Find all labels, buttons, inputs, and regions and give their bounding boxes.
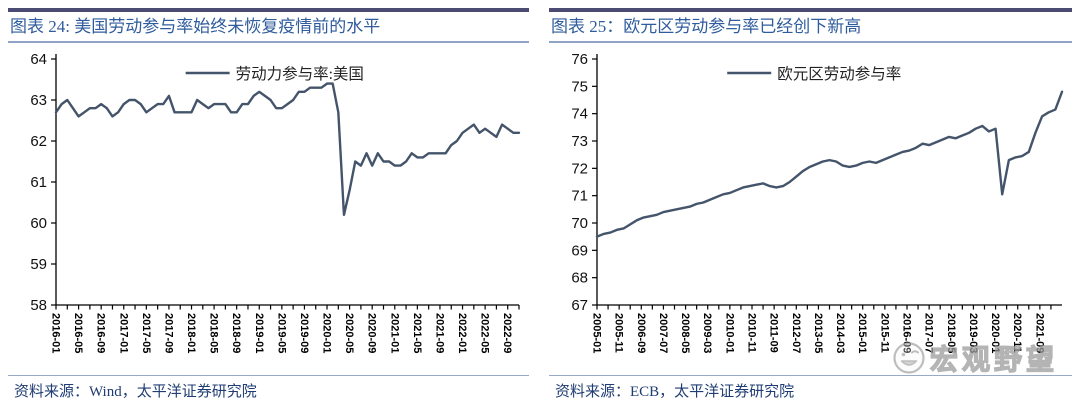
x-tick-label: 2017-05	[140, 313, 152, 353]
x-tick-label: 2022-05	[479, 313, 491, 353]
x-tick-label: 2021-01	[388, 313, 400, 353]
source-divider	[8, 375, 529, 376]
x-tick-label: 2020-01	[989, 313, 1001, 353]
x-tick-label: 2018-01	[185, 313, 197, 353]
plot-area: 67 68 69 70 71 72 73 74 75 76 2005-01 2005-11 2006-0…	[571, 51, 1064, 353]
y-tick-label: 58	[30, 297, 47, 314]
x-tick-label: 2010-01	[723, 313, 735, 353]
x-tick-label: 2009-03	[701, 313, 713, 353]
x-tick-label: 2015-11	[878, 313, 890, 353]
y-tick-label: 73	[571, 133, 588, 150]
x-tick-label: 2019-03	[967, 313, 979, 353]
x-tick-label: 2007-07	[657, 313, 669, 353]
figure-eurozone-labor-participation: 图表 25：欧元区劳动参与率已经创下新高 67 68 69 70 71 72 73 74 75 7…	[549, 8, 1072, 401]
y-tick-label: 74	[571, 106, 588, 123]
x-tick-label: 2019-05	[275, 313, 287, 353]
x-tick-label: 2017-01	[117, 313, 129, 353]
y-tick-label: 60	[30, 215, 47, 232]
x-tick-label: 2006-09	[635, 313, 647, 353]
figure-top-bar	[8, 8, 529, 12]
x-tick-label: 2016-09	[95, 313, 107, 353]
x-tick-label: 2016-05	[72, 313, 84, 353]
x-tick-label: 2010-11	[746, 313, 758, 353]
us-lfpr-chart: 58 59 60 61 62 63 64 2016-01 2016-05 2016-09 2017-…	[30, 51, 521, 353]
y-tick-label: 61	[30, 174, 47, 191]
x-tick-label: 2020-01	[321, 313, 333, 353]
y-tick-label: 64	[30, 51, 47, 68]
x-tick-label: 2018-05	[945, 313, 957, 353]
x-tick-label: 2016-01	[50, 313, 62, 353]
y-tick-label: 63	[30, 92, 47, 109]
x-tick-label: 2017-07	[923, 313, 935, 353]
y-tick-label: 71	[571, 188, 588, 205]
x-tick-label: 2018-05	[208, 313, 220, 353]
x-tick-label: 2020-05	[343, 313, 355, 353]
series-line	[54, 82, 521, 217]
x-tick-label: 2018-09	[230, 313, 242, 353]
eurozone-lfpr-chart: 67 68 69 70 71 72 73 74 75 76 2005-01 2005-11 2006-0…	[571, 51, 1064, 353]
y-tick-label: 76	[571, 51, 588, 68]
x-tick-label: 2016-09	[901, 313, 913, 353]
title-divider	[549, 41, 1072, 43]
figure-title: 图表 24: 美国劳动参与率始终未恢复疫情前的水平	[10, 17, 381, 36]
x-tick-label: 2021-09	[1033, 313, 1045, 353]
legend-label: 劳动力参与率:美国	[236, 65, 364, 83]
x-tick-label: 2017-09	[162, 313, 174, 353]
x-tick-label: 2019-09	[298, 313, 310, 353]
x-tick-label: 2021-05	[411, 313, 423, 353]
x-tick-label: 2005-11	[613, 313, 625, 353]
y-tick-label: 68	[571, 270, 588, 287]
legend-label: 欧元区劳动参与率	[777, 65, 901, 83]
y-tick-label: 69	[571, 242, 588, 259]
x-tick-label: 2020-09	[366, 313, 378, 353]
x-tick-label: 2013-05	[812, 313, 824, 353]
y-tick-label: 62	[30, 133, 47, 150]
y-tick-label: 75	[571, 78, 588, 95]
series-line	[595, 90, 1064, 238]
y-tick-label: 70	[571, 215, 588, 232]
x-tick-label: 2022-09	[501, 313, 513, 353]
plot-area: 58 59 60 61 62 63 64 2016-01 2016-05 2016-09 2017-…	[30, 51, 521, 353]
y-tick-label: 67	[571, 297, 588, 314]
source-line: 资料来源：Wind，太平洋证券研究院	[14, 384, 257, 400]
x-tick-label: 2019-01	[253, 313, 265, 353]
figure-top-bar	[549, 8, 1072, 12]
x-tick-label: 2022-01	[456, 313, 468, 353]
x-tick-label: 2011-09	[768, 313, 780, 353]
x-tick-label: 2008-05	[679, 313, 691, 353]
x-tick-label: 2020-11	[1011, 313, 1023, 353]
x-tick-label: 2012-07	[790, 313, 802, 353]
x-tick-label: 2014-03	[834, 313, 846, 353]
y-tick-label: 72	[571, 160, 588, 177]
source-divider	[549, 375, 1072, 376]
title-divider	[8, 41, 529, 43]
figure-us-labor-participation: 图表 24: 美国劳动参与率始终未恢复疫情前的水平 58 59 60 61 62 63 64…	[8, 8, 529, 401]
x-tick-label: 2021-09	[433, 313, 445, 353]
source-line: 资料来源：ECB，太平洋证券研究院	[555, 384, 795, 400]
figure-title: 图表 25：欧元区劳动参与率已经创下新高	[551, 17, 862, 36]
x-tick-label: 2005-01	[591, 313, 603, 353]
x-tick-label: 2015-01	[856, 313, 868, 353]
y-tick-label: 59	[30, 256, 47, 273]
